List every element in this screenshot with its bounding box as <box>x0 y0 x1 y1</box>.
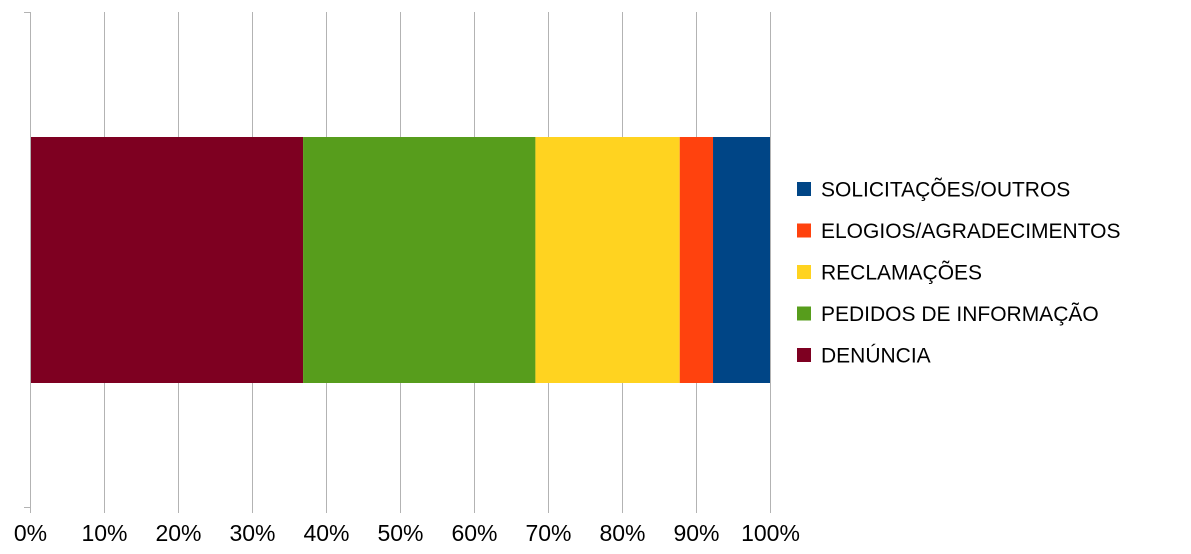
x-tick-label-6: 60% <box>451 520 497 546</box>
bar-segment-solicita-es-outros <box>713 137 770 383</box>
legend-swatch-4 <box>797 348 811 362</box>
x-tick-label-3: 30% <box>229 520 275 546</box>
bar-segment-pedidos-de-informa-o <box>303 137 536 383</box>
x-tick-label-5: 50% <box>377 520 423 546</box>
x-tick-label-1: 10% <box>81 520 127 546</box>
x-axis: 0% 10% 20% 30% 40% 50% 60% 70% 80% 90% 100% <box>14 12 800 546</box>
bar-segment-den-ncia <box>30 137 304 383</box>
x-tick-label-4: 40% <box>303 520 349 546</box>
x-tick-label-8: 80% <box>599 520 645 546</box>
bar-segments <box>30 137 770 383</box>
legend: SOLICITAÇÕES/OUTROS ELOGIOS/AGRADECIMENTO… <box>797 178 1121 368</box>
legend-swatch-0 <box>797 182 811 196</box>
x-tick-label-0: 0% <box>14 520 47 546</box>
bar-segment-reclama-es <box>535 137 680 383</box>
x-tick-label-9: 90% <box>673 520 719 546</box>
x-tick-label-2: 20% <box>155 520 201 546</box>
legend-swatch-2 <box>797 265 811 279</box>
x-tick-label-10: 100% <box>741 520 800 546</box>
legend-label-0: SOLICITAÇÕES/OUTROS <box>821 178 1070 202</box>
x-tick-label-7: 70% <box>525 520 571 546</box>
legend-label-3: PEDIDOS DE INFORMAÇÃO <box>821 302 1099 326</box>
legend-swatch-1 <box>797 223 811 238</box>
bar-segment-elogios-agradecimentos <box>679 137 714 383</box>
legend-label-2: RECLAMAÇÕES <box>821 261 982 285</box>
legend-label-1: ELOGIOS/AGRADECIMENTOS <box>821 220 1121 243</box>
legend-label-4: DENÚNCIA <box>821 345 931 368</box>
legend-swatch-3 <box>797 306 811 321</box>
